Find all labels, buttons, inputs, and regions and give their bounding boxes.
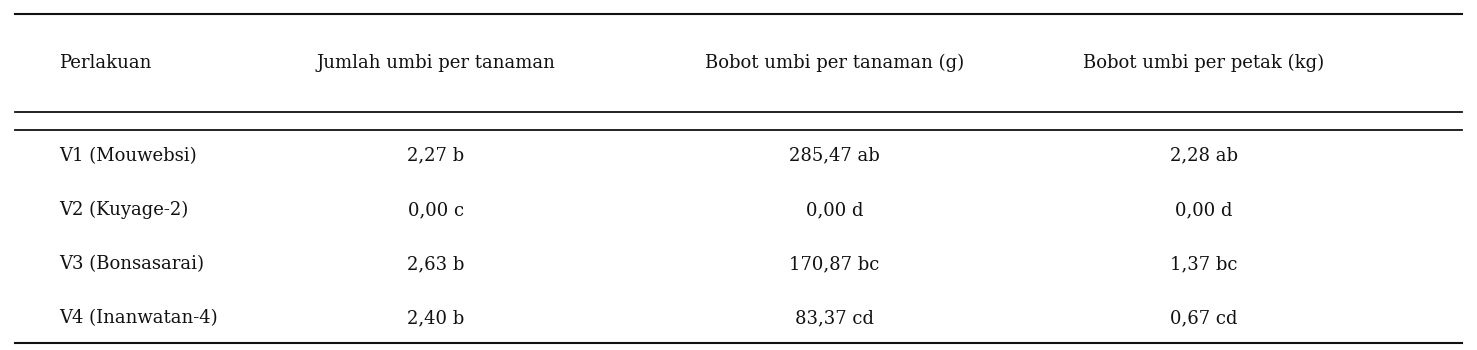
Text: 2,40 b: 2,40 b — [408, 309, 464, 328]
Text: 170,87 bc: 170,87 bc — [789, 255, 880, 273]
Text: V4 (Inanwatan-4): V4 (Inanwatan-4) — [59, 309, 217, 328]
Text: 0,00 d: 0,00 d — [1176, 201, 1232, 219]
Text: 2,27 b: 2,27 b — [408, 147, 464, 165]
Text: 83,37 cd: 83,37 cd — [795, 309, 874, 328]
Text: 285,47 ab: 285,47 ab — [789, 147, 880, 165]
Text: Jumlah umbi per tanaman: Jumlah umbi per tanaman — [316, 54, 555, 72]
Text: 2,28 ab: 2,28 ab — [1170, 147, 1238, 165]
Text: 0,67 cd: 0,67 cd — [1170, 309, 1238, 328]
Text: V3 (Bonsasarai): V3 (Bonsasarai) — [59, 255, 204, 273]
Text: V2 (Kuyage-2): V2 (Kuyage-2) — [59, 201, 189, 219]
Text: 2,63 b: 2,63 b — [408, 255, 464, 273]
Text: Perlakuan: Perlakuan — [59, 54, 152, 72]
Text: Bobot umbi per petak (kg): Bobot umbi per petak (kg) — [1083, 54, 1325, 72]
Text: 1,37 bc: 1,37 bc — [1170, 255, 1238, 273]
Text: V1 (Mouwebsi): V1 (Mouwebsi) — [59, 147, 196, 165]
Text: 0,00 d: 0,00 d — [806, 201, 863, 219]
Text: 0,00 c: 0,00 c — [408, 201, 464, 219]
Text: Bobot umbi per tanaman (g): Bobot umbi per tanaman (g) — [705, 54, 964, 72]
